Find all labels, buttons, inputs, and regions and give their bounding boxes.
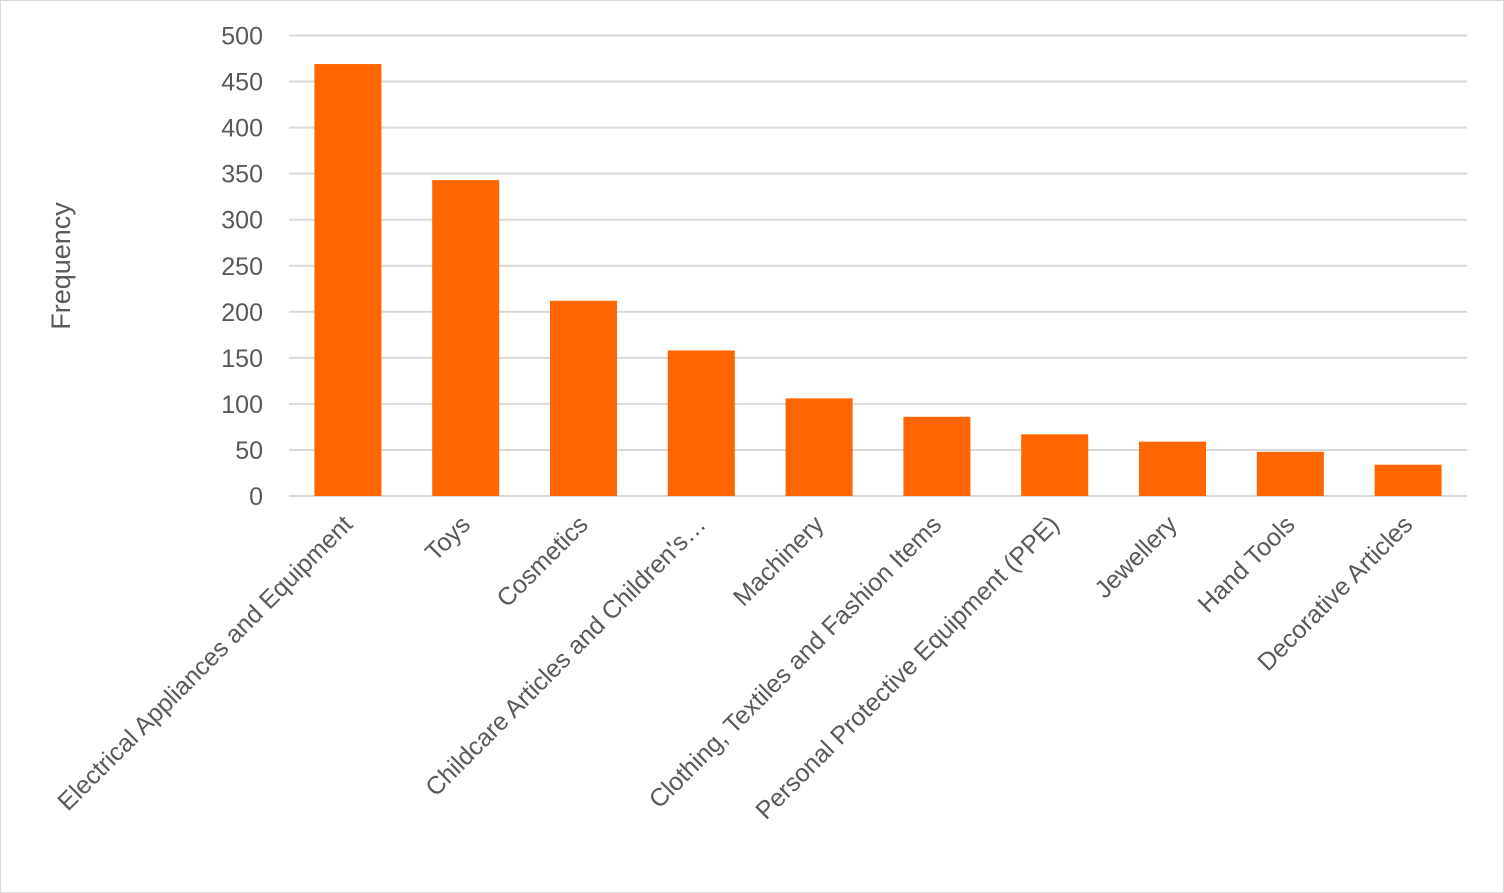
y-tick-label: 450 xyxy=(221,69,263,97)
y-tick-label: 200 xyxy=(221,299,263,327)
bar xyxy=(667,350,735,496)
y-tick-label: 400 xyxy=(221,115,263,143)
bar xyxy=(785,398,853,496)
y-tick-label: 350 xyxy=(221,161,263,189)
y-tick-label: 250 xyxy=(221,253,263,281)
bar xyxy=(903,416,971,496)
bar xyxy=(314,64,382,497)
bar xyxy=(1139,441,1206,496)
y-tick-label: 100 xyxy=(221,391,263,419)
bar xyxy=(1256,451,1324,496)
y-tick-label: 50 xyxy=(235,437,263,465)
y-axis-label: Frequency xyxy=(46,202,76,330)
y-tick-label: 150 xyxy=(221,345,263,373)
bar xyxy=(432,180,500,497)
y-tick-label: 0 xyxy=(249,483,263,511)
y-tick-label: 300 xyxy=(221,207,263,235)
bar xyxy=(1374,464,1442,496)
bar xyxy=(1021,434,1089,496)
y-tick-label: 500 xyxy=(221,23,263,51)
bar xyxy=(550,300,617,496)
